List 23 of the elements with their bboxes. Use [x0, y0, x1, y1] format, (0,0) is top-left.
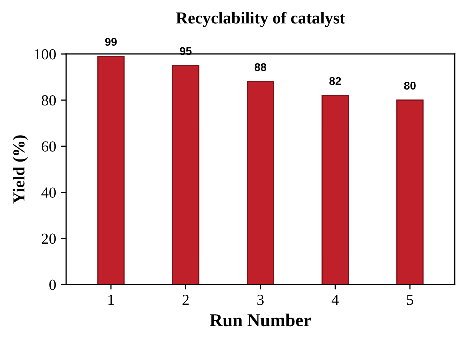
y-tick-label: 20 — [42, 234, 56, 244]
bar — [247, 81, 274, 285]
data-label: 80 — [404, 82, 416, 90]
data-label: 88 — [254, 64, 267, 72]
bar — [172, 65, 200, 285]
y-tick-label: 100 — [35, 49, 56, 60]
chart-title: Recyclability of catalyst — [176, 12, 346, 28]
data-label: 82 — [330, 77, 342, 86]
bar — [98, 56, 125, 285]
x-tick-label: 4 — [332, 295, 340, 306]
data-label: 99 — [105, 38, 117, 46]
y-tick-label: 40 — [42, 188, 56, 198]
x-axis-title: Run Number — [210, 314, 312, 327]
y-axis-title: Yield (%) — [13, 136, 28, 204]
x-tick-label: 3 — [258, 294, 264, 306]
y-tick-label: 60 — [42, 142, 56, 152]
x-tick-label: 5 — [407, 295, 414, 306]
bar — [396, 100, 424, 285]
x-tick-label: 2 — [182, 294, 189, 306]
y-tick-label: 0 — [50, 280, 56, 290]
x-tick-label: 1 — [108, 295, 114, 306]
y-tick-label: 80 — [42, 95, 56, 106]
bar — [322, 95, 350, 285]
